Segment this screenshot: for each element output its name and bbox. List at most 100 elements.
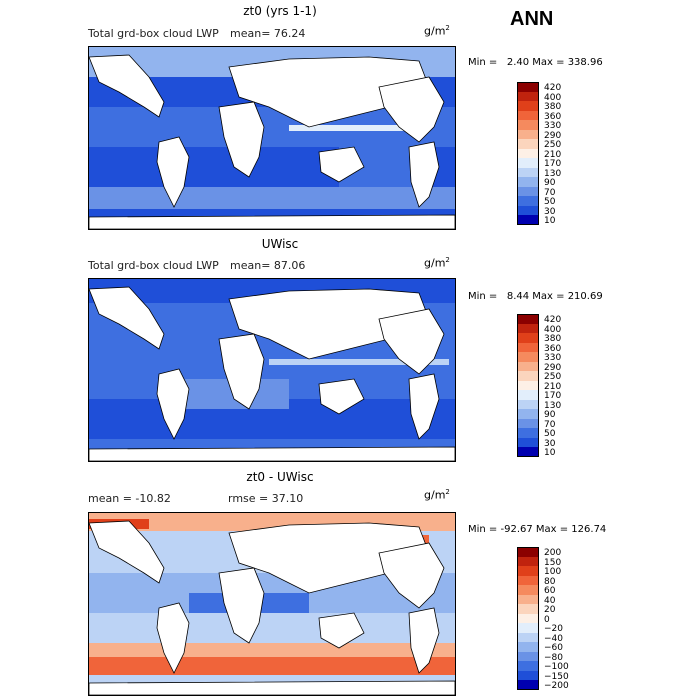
panel3-minmax: Min = -92.67 Max = 126.74: [468, 524, 607, 535]
colorbar-tick-label: 0: [544, 614, 550, 625]
colorbar-swatch: [517, 120, 539, 130]
colorbar-tick-label: 90: [544, 410, 556, 420]
colorbar-swatch: [517, 333, 539, 343]
colorbar-tick-label: 330: [544, 353, 562, 363]
colorbar-swatch: [517, 632, 539, 642]
colorbar-swatch: [517, 585, 539, 595]
colorbar-swatch: [517, 205, 539, 215]
colorbar-tick-label: −150: [544, 671, 569, 682]
panel3-colorbar: [517, 547, 539, 690]
colorbar-tick-label: 80: [544, 576, 556, 587]
panel3-map: [88, 512, 456, 696]
panel3-rmse: rmse = 37.10: [228, 492, 304, 505]
panel3-units: g/m2: [424, 488, 450, 502]
colorbar-tick-label: −200: [544, 681, 569, 691]
colorbar-tick-label: −80: [544, 652, 563, 663]
panel2-minmax: Min = 8.44 Max = 210.69: [468, 291, 603, 302]
colorbar-swatch: [517, 428, 539, 438]
colorbar-tick-label: 10: [544, 448, 556, 458]
panel1-map: [88, 46, 456, 230]
colorbar-tick-label: 70: [544, 187, 556, 198]
colorbar-tick-label: 60: [544, 586, 556, 596]
season-label: ANN: [510, 8, 554, 30]
colorbar-tick-label: 130: [544, 400, 562, 411]
colorbar-tick-label: 10: [544, 216, 556, 226]
colorbar-swatch: [517, 167, 539, 177]
colorbar-tick-label: 380: [544, 334, 562, 344]
colorbar-swatch: [517, 91, 539, 101]
colorbar-tick-label: 420: [544, 315, 562, 325]
colorbar-swatch: [517, 651, 539, 661]
colorbar-swatch: [517, 342, 539, 352]
panel3-title: zt0 - UWisc: [246, 470, 314, 484]
panel2-map: [88, 278, 456, 462]
colorbar-tick-label: 420: [544, 83, 562, 93]
colorbar-swatch: [517, 361, 539, 371]
colorbar-swatch: [517, 129, 539, 139]
colorbar-tick-label: 90: [544, 178, 556, 188]
colorbar-tick-label: 100: [544, 567, 562, 577]
panel2-field-label: Total grd-box cloud LWP: [88, 259, 219, 272]
colorbar-swatch: [517, 623, 539, 633]
colorbar-swatch: [517, 380, 539, 390]
colorbar-swatch: [517, 82, 539, 92]
colorbar-swatch: [517, 186, 539, 196]
colorbar-swatch: [517, 139, 539, 149]
colorbar-tick-label: 30: [544, 438, 556, 449]
colorbar-tick-label: 210: [544, 381, 562, 392]
colorbar-swatch: [517, 604, 539, 614]
panel2-units: g/m2: [424, 256, 450, 270]
colorbar-tick-label: 70: [544, 419, 556, 430]
colorbar-tick-label: 40: [544, 595, 556, 606]
panel2-title: UWisc: [261, 237, 299, 251]
colorbar-swatch: [517, 680, 539, 690]
colorbar-tick-label: −60: [544, 643, 563, 653]
colorbar-tick-label: 50: [544, 429, 556, 439]
panel2-colorbar-labels: 420 400 380 360 330 290 250 210 170 130 …: [544, 315, 562, 459]
panel1-field-label: Total grd-box cloud LWP: [88, 27, 219, 40]
colorbar-tick-label: 130: [544, 168, 562, 179]
panel3-mean: mean = -10.82: [88, 492, 171, 505]
colorbar-tick-label: 290: [544, 362, 562, 373]
colorbar-swatch: [517, 437, 539, 447]
colorbar-swatch: [517, 447, 539, 457]
colorbar-swatch: [517, 314, 539, 324]
colorbar-tick-label: −100: [544, 662, 569, 672]
colorbar-swatch: [517, 661, 539, 671]
colorbar-tick-label: 150: [544, 557, 562, 568]
panel1-title: zt0 (yrs 1-1): [243, 4, 317, 18]
colorbar-swatch: [517, 594, 539, 604]
colorbar-tick-label: 30: [544, 206, 556, 217]
colorbar-swatch: [517, 547, 539, 557]
colorbar-swatch: [517, 177, 539, 187]
colorbar-tick-label: 360: [544, 343, 562, 354]
panel1-mean: mean= 76.24: [230, 27, 306, 40]
colorbar-tick-label: 250: [544, 372, 562, 382]
colorbar-swatch: [517, 101, 539, 111]
colorbar-swatch: [517, 215, 539, 225]
colorbar-tick-label: −40: [544, 633, 563, 644]
panel1-minmax: Min = 2.40 Max = 338.96: [468, 57, 603, 68]
colorbar-swatch: [517, 409, 539, 419]
colorbar-swatch: [517, 399, 539, 409]
colorbar-tick-label: 400: [544, 92, 562, 103]
colorbar-tick-label: 380: [544, 102, 562, 112]
colorbar-swatch: [517, 670, 539, 680]
colorbar-tick-label: 170: [544, 159, 562, 169]
colorbar-swatch: [517, 390, 539, 400]
colorbar-swatch: [517, 110, 539, 120]
colorbar-swatch: [517, 158, 539, 168]
colorbar-swatch: [517, 556, 539, 566]
colorbar-tick-label: 250: [544, 140, 562, 150]
colorbar-tick-label: 20: [544, 605, 556, 615]
colorbar-swatch: [517, 642, 539, 652]
colorbar-tick-label: 210: [544, 149, 562, 160]
panel1-units: g/m2: [424, 24, 450, 38]
panel1-colorbar: [517, 82, 539, 225]
colorbar-tick-label: −20: [544, 624, 563, 634]
colorbar-tick-label: 200: [544, 548, 562, 558]
colorbar-swatch: [517, 323, 539, 333]
colorbar-swatch: [517, 196, 539, 206]
panel3-colorbar-labels: 200 150 100 80 60 40 20 0 −20 −40 −60 −8…: [544, 548, 569, 692]
colorbar-swatch: [517, 418, 539, 428]
